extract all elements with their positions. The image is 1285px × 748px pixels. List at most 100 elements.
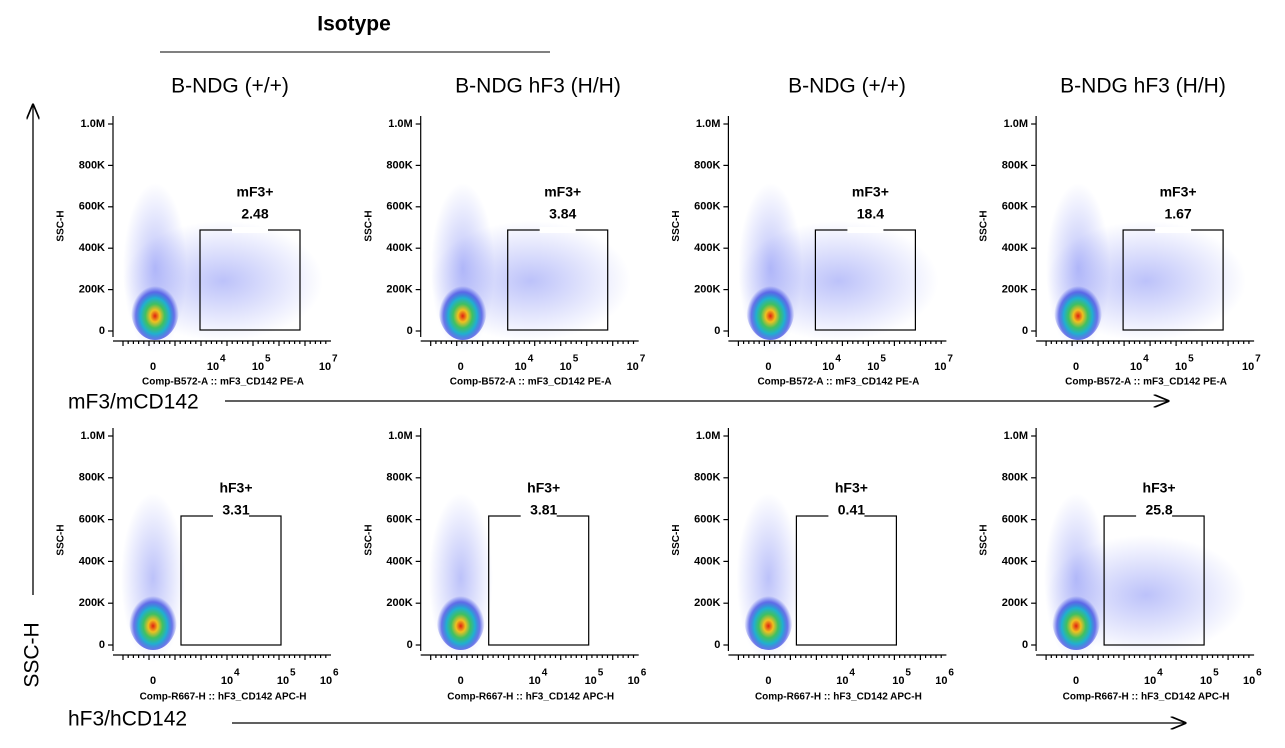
x-tick-label: 10 bbox=[836, 675, 848, 687]
x-tick-exponent: 6 bbox=[1256, 668, 1262, 679]
cell-density bbox=[131, 280, 179, 340]
gate-label: mF3+ bbox=[237, 184, 274, 200]
y-tick-label: 800K bbox=[386, 472, 412, 484]
gate-percent: 3.81 bbox=[530, 502, 557, 518]
panel-y-label: SSC-H bbox=[979, 210, 990, 241]
gate-percent: 25.8 bbox=[1145, 502, 1172, 518]
x-tick-label: 0 bbox=[765, 675, 771, 687]
x-tick-label: 10 bbox=[560, 361, 572, 373]
y-tick-label: 800K bbox=[386, 159, 412, 171]
x-axis-title: Comp-R667-H :: hF3_CD142 APC-H bbox=[140, 692, 307, 703]
y-tick-label: 600K bbox=[1002, 514, 1028, 526]
y-tick-label: 0 bbox=[407, 639, 413, 651]
x-tick-label: 10 bbox=[277, 675, 289, 687]
gate bbox=[488, 515, 590, 646]
x-axis-title: Comp-B572-A :: mF3_CD142 PE-A bbox=[450, 377, 612, 388]
gate-label-bg bbox=[1136, 513, 1173, 519]
row-axis-label: mF3/mCD142 bbox=[68, 391, 199, 414]
y-tick-label: 600K bbox=[694, 514, 720, 526]
x-tick-exponent: 5 bbox=[290, 668, 296, 679]
gate-label-bg bbox=[1155, 227, 1192, 233]
x-tick-exponent: 4 bbox=[234, 668, 240, 679]
x-tick-exponent: 6 bbox=[333, 668, 339, 679]
x-tick-label: 0 bbox=[1073, 675, 1079, 687]
y-tick-label: 200K bbox=[1002, 597, 1028, 609]
y-tick-label: 0 bbox=[99, 325, 105, 337]
x-tick-label: 10 bbox=[320, 675, 332, 687]
gate-percent: 2.48 bbox=[241, 206, 268, 222]
x-tick-label: 10 bbox=[1200, 675, 1212, 687]
y-tick-label: 400K bbox=[79, 242, 105, 254]
x-tick-exponent: 5 bbox=[265, 354, 271, 365]
x-tick-label: 10 bbox=[892, 675, 904, 687]
y-tick-label: 1.0M bbox=[81, 118, 105, 130]
gate-label-bg bbox=[828, 513, 865, 519]
y-tick-label: 400K bbox=[386, 242, 412, 254]
y-tick-label: 600K bbox=[386, 201, 412, 213]
y-tick-label: 600K bbox=[1002, 201, 1028, 213]
x-tick-label: 10 bbox=[867, 361, 879, 373]
gate-percent: 3.84 bbox=[549, 206, 576, 222]
gate-percent: 1.67 bbox=[1164, 206, 1191, 222]
x-tick-exponent: 4 bbox=[849, 668, 855, 679]
header-title: Isotype bbox=[317, 13, 391, 36]
y-tick-label: 0 bbox=[407, 325, 413, 337]
gate-label: mF3+ bbox=[1160, 184, 1197, 200]
x-tick-exponent: 5 bbox=[1188, 354, 1194, 365]
column-header: B-NDG hF3 (H/H) bbox=[455, 75, 621, 98]
x-tick-label: 10 bbox=[627, 361, 639, 373]
x-tick-exponent: 4 bbox=[542, 668, 548, 679]
panel-y-label: SSC-H bbox=[363, 210, 374, 241]
cell-density bbox=[438, 280, 487, 340]
gate-label: hF3+ bbox=[527, 480, 560, 496]
x-tick-label: 10 bbox=[1144, 675, 1156, 687]
gate-label-bg bbox=[232, 227, 268, 233]
x-tick-exponent: 7 bbox=[947, 354, 953, 365]
x-tick-exponent: 4 bbox=[1143, 354, 1149, 365]
x-tick-exponent: 7 bbox=[1255, 354, 1261, 365]
y-tick-label: 200K bbox=[386, 597, 412, 609]
x-axis-title: Comp-B572-A :: mF3_CD142 PE-A bbox=[757, 377, 919, 388]
y-tick-label: 0 bbox=[714, 639, 720, 651]
panel-y-label: SSC-H bbox=[56, 524, 67, 555]
x-tick-label: 10 bbox=[207, 361, 219, 373]
x-tick-label: 0 bbox=[1073, 361, 1079, 373]
y-tick-label: 400K bbox=[694, 242, 720, 254]
y-tick-label: 1.0M bbox=[696, 118, 720, 130]
column-header: B-NDG (+/+) bbox=[788, 75, 906, 98]
x-tick-exponent: 4 bbox=[1157, 668, 1163, 679]
y-tick-label: 200K bbox=[79, 284, 105, 296]
y-tick-label: 200K bbox=[694, 597, 720, 609]
x-axis-title: Comp-R667-H :: hF3_CD142 APC-H bbox=[755, 692, 922, 703]
cell-density bbox=[1052, 590, 1101, 650]
y-tick-label: 800K bbox=[694, 159, 720, 171]
x-tick-exponent: 4 bbox=[835, 354, 841, 365]
gate-percent: 3.31 bbox=[222, 502, 249, 518]
x-tick-label: 0 bbox=[150, 675, 156, 687]
x-tick-label: 0 bbox=[458, 675, 464, 687]
x-tick-label: 0 bbox=[765, 361, 771, 373]
x-tick-label: 10 bbox=[1175, 361, 1187, 373]
y-tick-label: 400K bbox=[386, 555, 412, 567]
x-tick-label: 10 bbox=[935, 675, 947, 687]
x-tick-exponent: 4 bbox=[528, 354, 534, 365]
gate bbox=[180, 515, 282, 646]
x-tick-exponent: 7 bbox=[640, 354, 646, 365]
y-tick-label: 200K bbox=[386, 284, 412, 296]
gate-label: mF3+ bbox=[852, 184, 889, 200]
gate-label: hF3+ bbox=[219, 480, 252, 496]
y-tick-label: 600K bbox=[79, 201, 105, 213]
x-tick-label: 10 bbox=[1242, 361, 1254, 373]
x-axis-title: Comp-R667-H :: hF3_CD142 APC-H bbox=[1063, 692, 1230, 703]
x-tick-exponent: 5 bbox=[1213, 668, 1219, 679]
y-tick-label: 600K bbox=[386, 514, 412, 526]
y-tick-label: 1.0M bbox=[1004, 118, 1028, 130]
y-tick-label: 200K bbox=[694, 284, 720, 296]
x-tick-exponent: 6 bbox=[641, 668, 647, 679]
gate-label-bg bbox=[539, 227, 576, 233]
cell-density bbox=[1054, 280, 1103, 340]
x-tick-label: 10 bbox=[1130, 361, 1142, 373]
